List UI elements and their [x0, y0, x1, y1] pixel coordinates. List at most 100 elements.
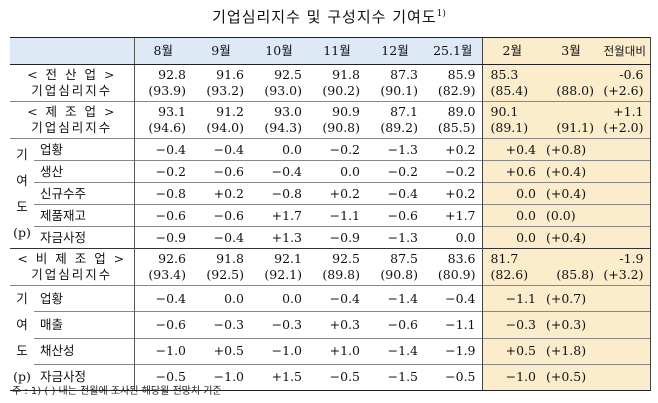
nonmfg-label: < 비 제 조 업 > 기업심리지수 [10, 248, 134, 286]
footnote: 주 : 1) ( ) 내는 전월에 조사된 해당월 전망치 기준 [12, 386, 222, 397]
value-cell: −0.6 [192, 204, 250, 227]
value-cell: 92.8 (93.9) [133, 64, 192, 102]
value-cell: +0.3 [308, 311, 366, 338]
mom-cell [600, 204, 651, 227]
value-cell: −1.1 [308, 204, 366, 227]
header-feb: 2월 [481, 37, 542, 65]
feb-cell: 0.0 [481, 182, 542, 205]
header-month: 25.1월 [424, 37, 482, 65]
row-label: 생산 [34, 160, 134, 183]
value-cell: −1.9 [424, 337, 482, 365]
value-cell: 87.3 (90.1) [366, 64, 424, 102]
feb-cell: 85.3 (85.4) [481, 64, 542, 102]
value-cell: 0.0 [308, 160, 366, 183]
mar-cell: (+0.3) [542, 311, 600, 338]
feb-cell: −0.3 [481, 311, 542, 338]
mar-cell: (88.0) [542, 64, 600, 102]
value-cell: −1.0 [133, 337, 192, 365]
value-cell: +1.7 [424, 204, 482, 227]
contribution-row: 자금사정 −0.5 −1.0 +1.5 −0.5 −1.5 −0.5 −1.0 … [10, 363, 651, 392]
feb-cell: −1.0 [481, 363, 542, 392]
value-cell: −0.4 [192, 226, 250, 249]
row-label: 제품재고 [34, 204, 134, 227]
index-table: 8월 9월 10월 11월 12월 25.1월 2월 3월 전월대비 < 전 산… [10, 37, 651, 392]
value-cell: 92.1 (92.1) [250, 248, 308, 286]
value-cell: −0.4 [366, 182, 424, 205]
mom-cell [600, 284, 651, 312]
value-cell: 0.0 [250, 284, 308, 312]
row-label: 신규수주 [34, 182, 134, 205]
value-cell: 89.0 (85.5) [424, 101, 482, 139]
mom-cell [600, 337, 651, 365]
row-label: 업황 [34, 138, 134, 161]
value-cell: 87.5 (90.8) [366, 248, 424, 286]
contribution-row: 생산 −0.2 −0.6 −0.4 0.0 −0.2 −0.2 +0.6 (+0… [10, 160, 651, 183]
value-cell: −0.6 [366, 311, 424, 338]
all-label-line2: 기업심리지수 [31, 83, 113, 98]
value-cell: 92.5 (89.8) [308, 248, 366, 286]
nonmfg-label-line2: 기업심리지수 [31, 267, 113, 282]
value-cell: −0.9 [308, 226, 366, 249]
contribution-row: 채산성 −1.0 +0.5 −1.0 +1.0 −1.4 −1.9 +0.5 (… [10, 337, 651, 365]
value-cell: −0.4 [424, 284, 482, 312]
value-cell: +0.5 [192, 337, 250, 365]
feb-cell: +0.6 [481, 160, 542, 183]
row-label: 매출 [34, 311, 134, 338]
value-cell: 92.5 (93.0) [250, 64, 308, 102]
value-cell: −0.5 [424, 363, 482, 392]
mom-cell: -0.6 (+2.6) [600, 64, 651, 102]
value-cell: −0.4 [133, 138, 192, 161]
value-cell: −1.0 [250, 337, 308, 365]
value-cell: −0.5 [133, 363, 192, 392]
feb-cell: 0.0 [481, 226, 542, 249]
mar-cell: (0.0) [542, 204, 600, 227]
value-cell: 0.0 [250, 138, 308, 161]
value-cell: −0.6 [133, 204, 192, 227]
mar-cell: (+0.7) [542, 284, 600, 312]
nonmfg-index-row: < 비 제 조 업 > 기업심리지수 92.6 (93.4) 91.8 (92.5) … [10, 248, 651, 286]
value-cell: 93.0 (94.3) [250, 101, 308, 139]
value-cell: +0.2 [424, 138, 482, 161]
feb-cell: +0.5 [481, 337, 542, 365]
mar-cell: (+1.8) [542, 337, 600, 365]
value-cell: +1.7 [250, 204, 308, 227]
header-month: 11월 [308, 37, 366, 65]
mom-cell [600, 138, 651, 161]
value-cell: 92.6 (93.4) [133, 248, 192, 286]
value-cell: +1.3 [250, 226, 308, 249]
value-cell: +0.2 [308, 182, 366, 205]
mar-cell: (91.1) [542, 101, 600, 139]
contribution-row: 기 여 도 (p) 업황 −0.4 −0.4 0.0 −0.2 −1.3 +0.2 +… [10, 138, 651, 249]
feb-cell: +0.4 [481, 138, 542, 161]
mar-cell: (+0.4) [542, 226, 600, 249]
value-cell: −0.6 [192, 160, 250, 183]
header-month: 10월 [250, 37, 308, 65]
value-cell: +1.5 [250, 363, 308, 392]
value-cell: −0.4 [250, 160, 308, 183]
title-text: 기업심리지수 및 구성지수 기여도 [212, 8, 437, 26]
value-cell: 85.9 (82.9) [424, 64, 482, 102]
mom-cell: -1.9 (+3.2) [600, 248, 651, 286]
feb-cell: −1.1 [481, 284, 542, 312]
row-label: 업황 [34, 284, 134, 312]
feb-cell: 90.1 (89.1) [481, 101, 542, 139]
value-cell: −0.2 [366, 160, 424, 183]
table-title: 기업심리지수 및 구성지수 기여도1) [0, 6, 658, 27]
contribution-row: 매출 −0.6 −0.3 −0.3 +0.3 −0.6 −1.1 −0.3 (+… [10, 311, 651, 338]
contribution-row: 자금사정 −0.9 −0.4 +1.3 −0.9 −1.3 0.0 0.0 (+… [10, 226, 651, 249]
value-cell: −1.4 [366, 337, 424, 365]
mar-cell: (+0.4) [542, 182, 600, 205]
nonmfg-label-line1: < 비 제 조 업 > [17, 251, 127, 266]
header-mom: 전월대비 [600, 37, 651, 65]
value-cell: −0.8 [250, 182, 308, 205]
contribution-row: 제품재고 −0.6 −0.6 +1.7 −1.1 −0.6 +1.7 0.0 (… [10, 204, 651, 227]
row-label: 자금사정 [34, 363, 134, 392]
value-cell: 91.2 (94.0) [192, 101, 250, 139]
mfg-side-label: 기 여 도 (p) [10, 138, 34, 249]
value-cell: 83.6 (80.9) [424, 248, 482, 286]
title-footnote-mark: 1) [436, 9, 446, 19]
value-cell: −0.2 [133, 160, 192, 183]
mom-cell [600, 311, 651, 338]
header-blank [10, 37, 134, 65]
